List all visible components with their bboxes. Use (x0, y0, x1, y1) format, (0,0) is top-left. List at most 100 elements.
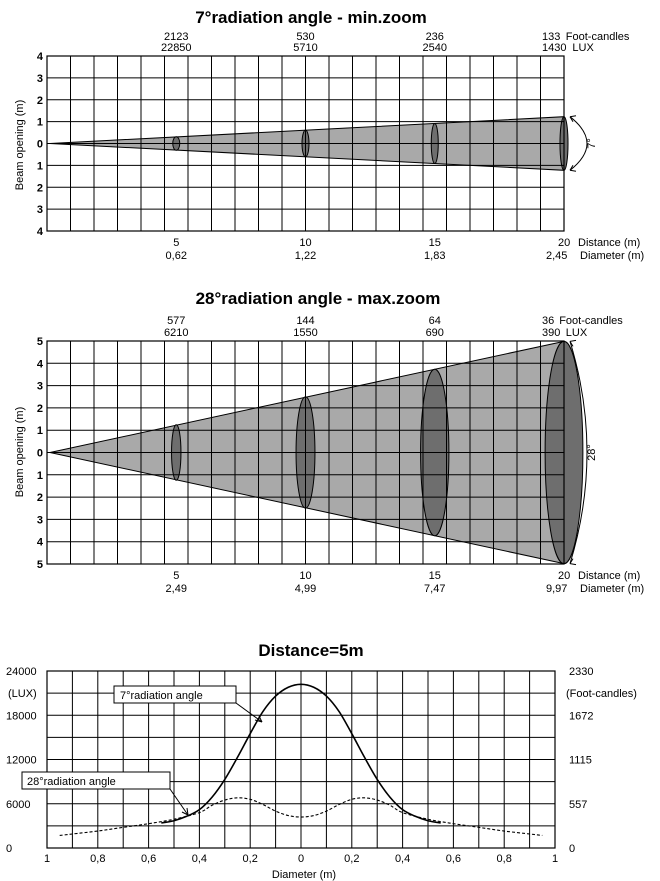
y-tick-label: 0 (37, 139, 43, 151)
diameter-value: 4,99 (295, 583, 316, 595)
distance-value: 20 (558, 570, 570, 582)
x-tick-label: 0,6 (141, 853, 156, 865)
y-tick-label: 4 (37, 226, 44, 238)
foot-candles-unit: Foot-candles (559, 315, 623, 327)
series-callouts: 7°radiation angle 28°radiation angle (21, 685, 263, 816)
foot-candles-value: 236 (426, 31, 444, 43)
y-tick-label: 3 (37, 514, 43, 526)
callout-leader (235, 702, 263, 723)
angle-arc (569, 116, 588, 171)
lux-value: 1430 (542, 42, 566, 54)
arc-arrow-bottom (569, 558, 577, 566)
callout-box (21, 771, 171, 790)
y-right-tick-label: 1672 (569, 710, 593, 722)
plot-frame (46, 340, 565, 565)
chart-title: 28°radiation angle - max.zoom (196, 289, 441, 308)
distance-value: 5 (173, 237, 179, 249)
y-tick-label: 1 (37, 160, 43, 172)
x-tick-label: 0,4 (395, 853, 410, 865)
y-left-unit: (LUX) (8, 688, 37, 700)
distance-label: Distance (m) (578, 570, 640, 582)
arc-arrow-bottom (569, 165, 577, 172)
lux-value: 690 (426, 327, 444, 339)
y-tick-label: 3 (37, 381, 43, 393)
distance-diameter-labels: 52,49 104,99 157,47 209,97 Distance (m)Diame… (166, 570, 645, 595)
plot-frame (46, 55, 565, 232)
x-tick-label: 1 (552, 853, 558, 865)
y-tick-label: 1 (37, 425, 43, 437)
foot-candles-value: 144 (296, 315, 314, 327)
diameter-value: 0,62 (166, 250, 187, 262)
x-tick-label: 0,4 (192, 853, 207, 865)
y-left-tick-label: 12000 (6, 755, 37, 767)
lux-value: 2540 (423, 42, 447, 54)
distance-label: Distance (m) (578, 237, 640, 249)
lux-value: 22850 (161, 42, 192, 54)
y-left-tick-label: 24000 (6, 666, 37, 678)
lux-value: 5710 (293, 42, 317, 54)
y-tick-labels: 4 3 2 1 0 1 2 3 4 (37, 51, 44, 238)
x-tick-label: 0,2 (344, 853, 359, 865)
callout-arrowhead (254, 715, 263, 723)
chart-title: 7°radiation angle - min.zoom (195, 8, 427, 27)
y-tick-label: 1 (37, 117, 43, 129)
y-tick-label: 4 (37, 537, 44, 549)
y-tick-label: 4 (37, 51, 44, 63)
distance-value: 10 (299, 237, 311, 249)
arc-arrow-top (569, 339, 577, 347)
foot-candles-value: 133 (542, 31, 560, 43)
panel-28-degree: 28°radiation angle - max.zoom 5776210144… (14, 289, 644, 595)
lux-value: 6210 (164, 327, 188, 339)
x-tick-label: 0 (298, 853, 304, 865)
panel-7-degree: 7°radiation angle - min.zoom 21232285053… (14, 8, 644, 262)
distance-diameter-labels: 50,62 101,22 151,83 202,45 Distance (m)Diame… (166, 237, 645, 262)
y-tick-label: 4 (37, 358, 44, 370)
callout-leader (169, 788, 189, 816)
distance-value: 15 (429, 237, 441, 249)
angle-label: 7° (586, 138, 598, 149)
x-tick-label: 1 (44, 853, 50, 865)
foot-candles-unit: Foot-candles (566, 31, 630, 43)
diameter-value: 9,97 (546, 583, 567, 595)
foot-candles-value: 36 (542, 315, 554, 327)
x-tick-label: 0,2 (243, 853, 258, 865)
callout-arrowhead (181, 807, 189, 816)
diameter-value: 1,83 (424, 250, 445, 262)
angle-annotation: 28° (569, 339, 598, 566)
y-tick-label: 0 (37, 448, 43, 460)
diameter-label: Diameter (m) (580, 250, 644, 262)
arc-arrow-top (569, 115, 577, 122)
angle-annotation: 7° (569, 115, 598, 172)
diameter-label: Diameter (m) (580, 583, 644, 595)
lux-unit: LUX (566, 327, 588, 339)
grid (46, 340, 565, 565)
angle-label: 28° (586, 444, 598, 461)
series-label: 28°radiation angle (27, 776, 116, 788)
panel-distance-5m: Distance=5m 1 0,8 0,6 0,4 0,2 0 0,2 0,4 0,6 0,8 10… (6, 641, 637, 881)
y-right-tick-label: 0 (569, 843, 575, 855)
lux-value: 390 (542, 327, 560, 339)
y-axis-label: Beam opening (m) (14, 407, 26, 498)
grid (46, 55, 565, 232)
y-tick-label: 2 (37, 492, 43, 504)
distance-value: 5 (173, 570, 179, 582)
distance-value: 20 (558, 237, 570, 249)
diameter-value: 2,49 (166, 583, 187, 595)
series-lines (59, 683, 543, 837)
callout-box (113, 685, 237, 704)
distance-value: 10 (299, 570, 311, 582)
y-tick-labels: 5 4 3 2 1 0 1 2 3 4 5 (37, 336, 44, 571)
distance-value: 15 (429, 570, 441, 582)
y-right-tick-label: 1115 (569, 755, 592, 767)
y-right-tick-label: 2330 (569, 666, 593, 678)
y-tick-label: 2 (37, 403, 43, 415)
y-right-tick-label: 557 (569, 799, 587, 811)
y-tick-label: 3 (37, 204, 43, 216)
foot-candles-value: 64 (429, 315, 441, 327)
x-tick-label: 0,6 (446, 853, 461, 865)
y-right-unit: (Foot-candles) (566, 688, 637, 700)
x-tick-label: 0,8 (497, 853, 512, 865)
